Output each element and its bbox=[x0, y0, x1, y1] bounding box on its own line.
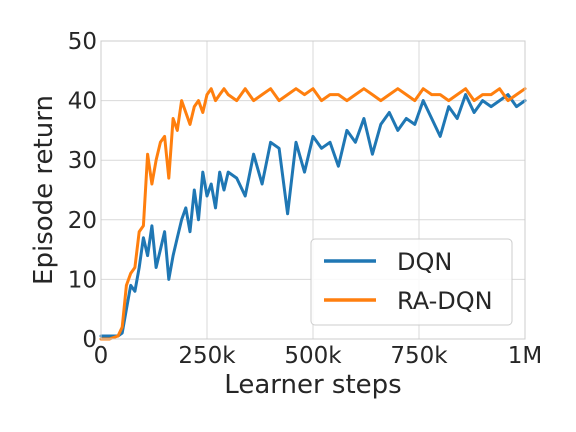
y-tick-label-3: 30 bbox=[68, 148, 97, 174]
x-axis-title: Learner steps bbox=[224, 370, 401, 400]
x-tick-label-3: 750k bbox=[390, 343, 448, 369]
x-tick-label-4: 1M bbox=[508, 343, 542, 369]
y-tick-label-4: 40 bbox=[68, 89, 97, 115]
y-axis-title: Episode return bbox=[29, 95, 59, 285]
x-tick-label-1: 250k bbox=[178, 343, 236, 369]
legend: DQN RA-DQN bbox=[310, 238, 513, 326]
series-layer bbox=[99, 87, 527, 341]
y-tick-label-1: 10 bbox=[68, 267, 97, 293]
y-tick-labels: 0 10 20 30 40 50 bbox=[68, 29, 97, 353]
x-tick-labels: 0 250k 500k 750k 1M bbox=[94, 343, 543, 369]
y-tick-label-0: 0 bbox=[82, 327, 97, 353]
y-tick-label-2: 20 bbox=[68, 208, 97, 234]
series-line-dqn bbox=[99, 93, 527, 338]
y-tick-label-5: 50 bbox=[68, 29, 97, 55]
x-tick-label-0: 0 bbox=[94, 343, 109, 369]
legend-label-dqn: DQN bbox=[397, 248, 452, 276]
series-line-ra-dqn bbox=[99, 87, 527, 341]
plot-frame bbox=[100, 40, 526, 340]
x-tick-label-2: 500k bbox=[284, 343, 342, 369]
legend-label-ra-dqn: RA-DQN bbox=[397, 287, 493, 315]
